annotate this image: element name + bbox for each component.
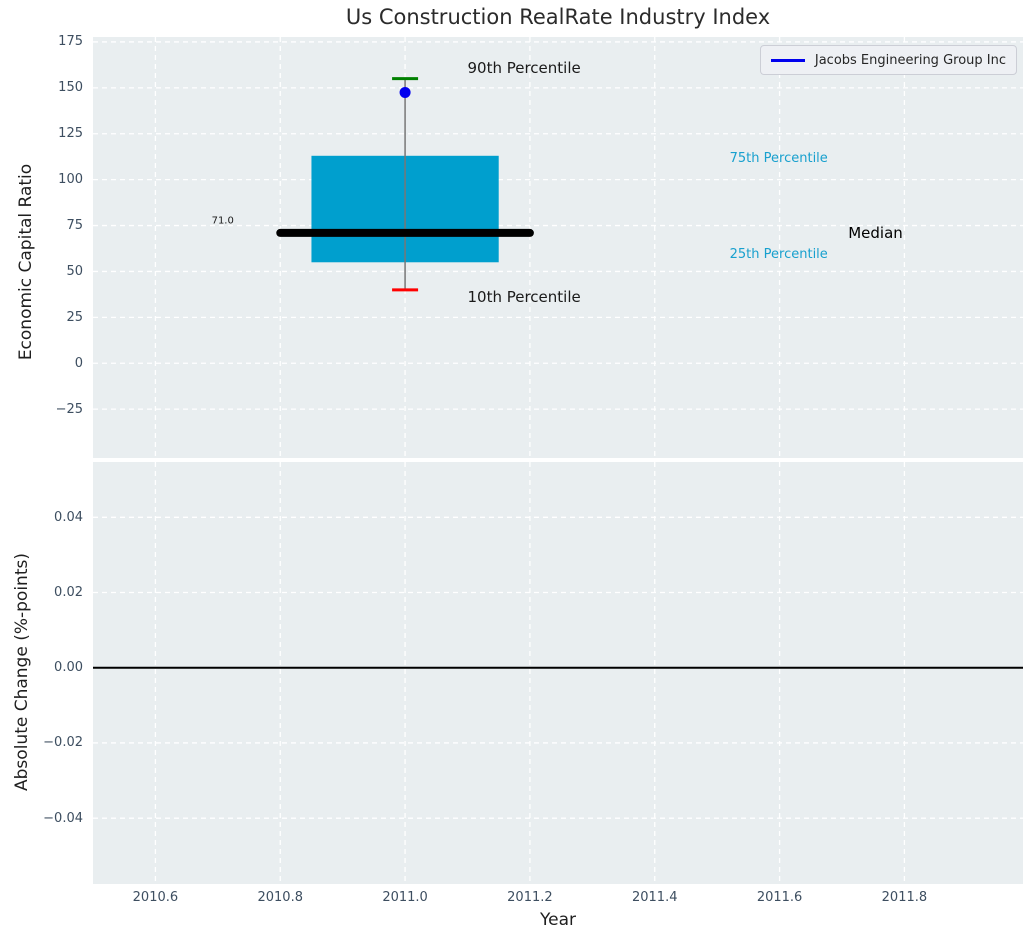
annotation-90th-percentile: 90th Percentile [467,58,581,77]
legend-line-swatch [770,58,805,62]
bottom-y-tick-label: 0.04 [54,509,83,525]
annotation-10th-percentile: 10th Percentile [467,287,581,306]
x-tick-label: 2011.0 [382,890,428,905]
annotation-median-value: 71.0 [211,215,234,227]
top-y-tick-label: 75 [66,218,83,234]
chart-title: Us Construction RealRate Industry Index [345,5,771,29]
top-y-tick-label: 150 [58,80,83,96]
top-axes-panel: Jacobs Engineering Group Inc 90th Percen… [93,37,1023,458]
x-tick-label: 2010.8 [257,890,303,905]
top-y-tick-label: 175 [58,34,83,50]
bottom-y-tick-label: −0.02 [43,735,83,751]
annotation-median: Median [848,223,903,242]
bottom-y-tick-label: 0.02 [54,585,83,600]
x-tick-label: 2011.8 [881,890,928,905]
x-axis-label: Year [540,910,576,930]
top-y-tick-label: 0 [74,355,83,371]
bottom-y-tick-label: 0.00 [54,660,83,676]
top-y-tick-label: −25 [55,401,83,417]
top-y-tick-label: 25 [66,309,83,325]
legend: Jacobs Engineering Group Inc [759,45,1017,75]
legend-label: Jacobs Engineering Group Inc [814,52,1006,68]
annotation-75th-percentile: 75th Percentile [729,151,828,167]
annotation-25th-percentile: 25th Percentile [729,246,828,262]
x-tick-label: 2011.4 [631,890,678,905]
company-point [399,86,411,98]
bottom-y-tick-label: −0.04 [43,810,83,826]
x-tick-label: 2011.2 [507,890,553,905]
x-tick-label: 2011.6 [756,890,803,905]
top-y-tick-label: 100 [58,172,83,188]
x-tick-label: 2010.6 [132,890,179,905]
top-y-tick-label: 50 [66,263,83,279]
bottom-plot-canvas [93,462,1023,884]
bottom-axes-panel [93,462,1023,884]
top-plot-canvas [93,37,1023,458]
top-y-tick-label: 125 [58,126,83,142]
